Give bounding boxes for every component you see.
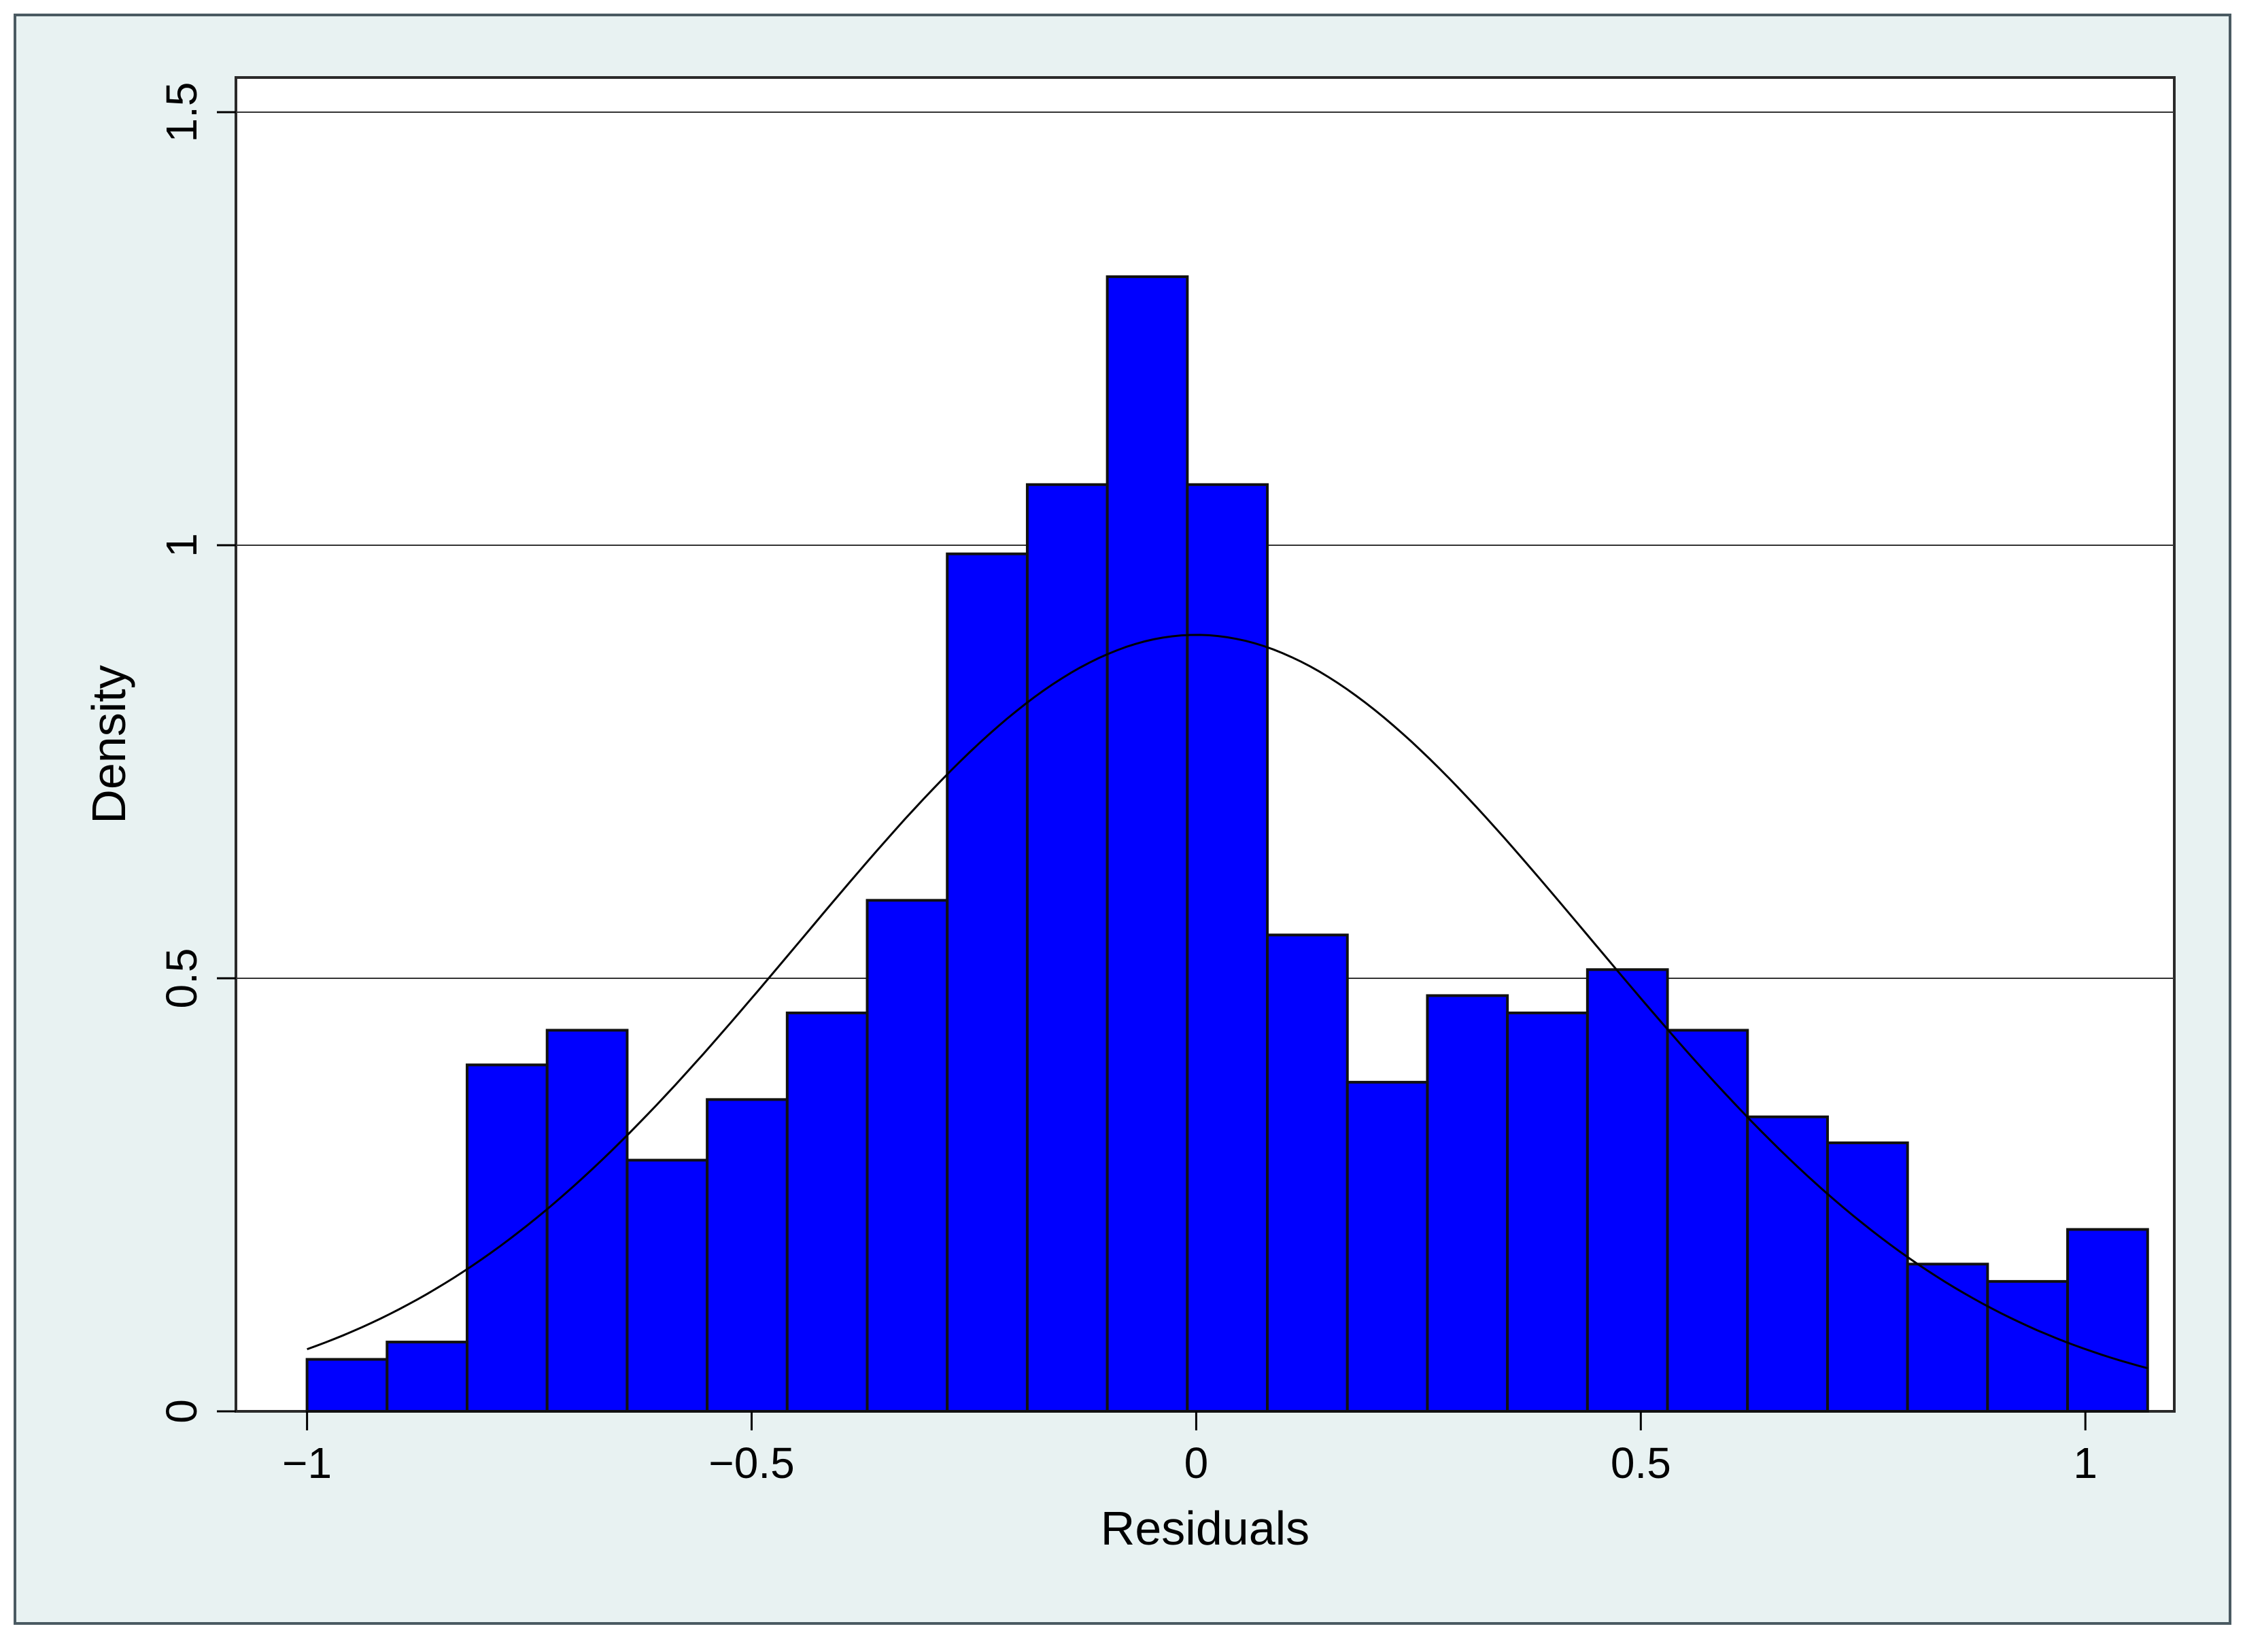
histogram-bar: [1186, 483, 1269, 1413]
histogram-bar: [466, 1063, 549, 1413]
chart-frame: −1 −0.5 0 0.5 1 0 0.5 1 1.5 Residuals Density: [14, 14, 2231, 1625]
histogram-bar: [2066, 1228, 2149, 1413]
x-axis-title: Residuals: [1101, 1502, 1309, 1555]
histogram-bar: [1586, 968, 1669, 1413]
histogram-bar: [385, 1341, 469, 1413]
x-tick-label: 1: [2073, 1439, 2097, 1487]
histogram-bar: [1986, 1279, 2070, 1413]
y-tick-label: 1: [157, 533, 206, 557]
x-tick-label: 0: [1184, 1439, 1209, 1487]
y-tick-label: 0: [157, 1399, 206, 1424]
y-axis-title: Density: [82, 665, 135, 823]
y-tick-label: 1.5: [157, 82, 206, 142]
histogram-bar: [1266, 933, 1349, 1413]
histogram-bar: [1666, 1029, 1749, 1413]
histogram-bar: [545, 1029, 629, 1413]
histogram-bar: [866, 899, 949, 1413]
x-tick-label: 0.5: [1611, 1439, 1671, 1487]
histogram-bar: [946, 552, 1029, 1413]
histogram-bar: [625, 1158, 709, 1413]
y-axis: 0 0.5 1 1.5: [157, 82, 236, 1424]
histogram-bar: [1826, 1141, 1909, 1413]
x-tick-label: −1: [282, 1439, 332, 1487]
histogram-bars: [305, 275, 2149, 1413]
histogram-bar: [1426, 994, 1509, 1413]
x-axis: −1 −0.5 0 0.5 1: [282, 1411, 2097, 1487]
histogram-bar: [1025, 483, 1109, 1413]
histogram-bar: [785, 1011, 869, 1413]
normal-density-curve: [307, 634, 2148, 1370]
histogram-bar: [1106, 275, 1189, 1413]
histogram-bar: [1346, 1080, 1429, 1413]
histogram-chart: −1 −0.5 0 0.5 1 0 0.5 1 1.5 Residuals Density: [82, 76, 2176, 1555]
histogram-bar: [1746, 1115, 1829, 1413]
histogram-bar: [706, 1098, 789, 1413]
histogram-bar: [1506, 1011, 1589, 1413]
histogram-bar: [305, 1358, 389, 1413]
histogram-bar: [1906, 1262, 1989, 1413]
x-tick-label: −0.5: [708, 1439, 794, 1487]
y-tick-label: 0.5: [157, 948, 206, 1009]
